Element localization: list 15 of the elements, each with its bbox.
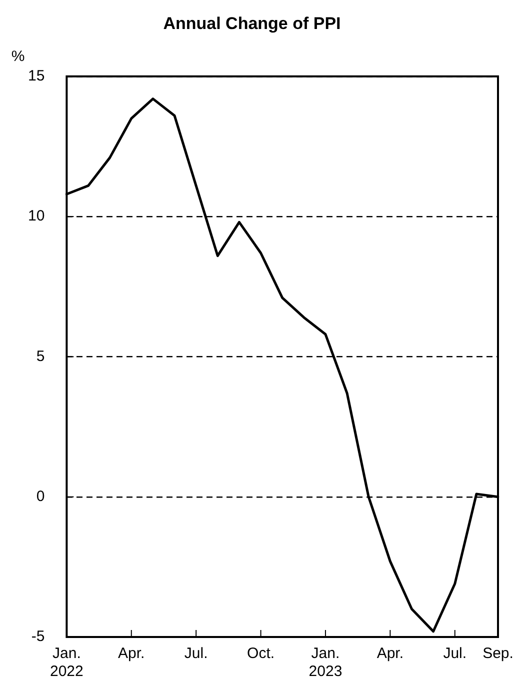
x-tick-label: Jul. <box>443 645 467 662</box>
y-tick-label: 5 <box>36 348 45 365</box>
y-tick-label: 0 <box>36 488 45 505</box>
y-tick-label: -5 <box>31 628 45 646</box>
y-axis-title: % <box>11 48 25 66</box>
x-tick-label: Oct. <box>247 645 275 662</box>
x-tick-label: Apr. <box>118 645 145 662</box>
y-tick-label: 10 <box>28 208 45 225</box>
y-tick-label: 15 <box>28 68 45 85</box>
x-tick-label: Jan. 2022 <box>50 645 84 680</box>
x-tick-label: Jul. <box>184 645 208 662</box>
chart-title: Annual Change of PPI <box>163 14 341 33</box>
x-tick-label: Jan. 2023 <box>308 645 342 680</box>
x-tick-label: Sep. <box>482 645 514 662</box>
x-tick-label: Apr. <box>376 645 404 662</box>
